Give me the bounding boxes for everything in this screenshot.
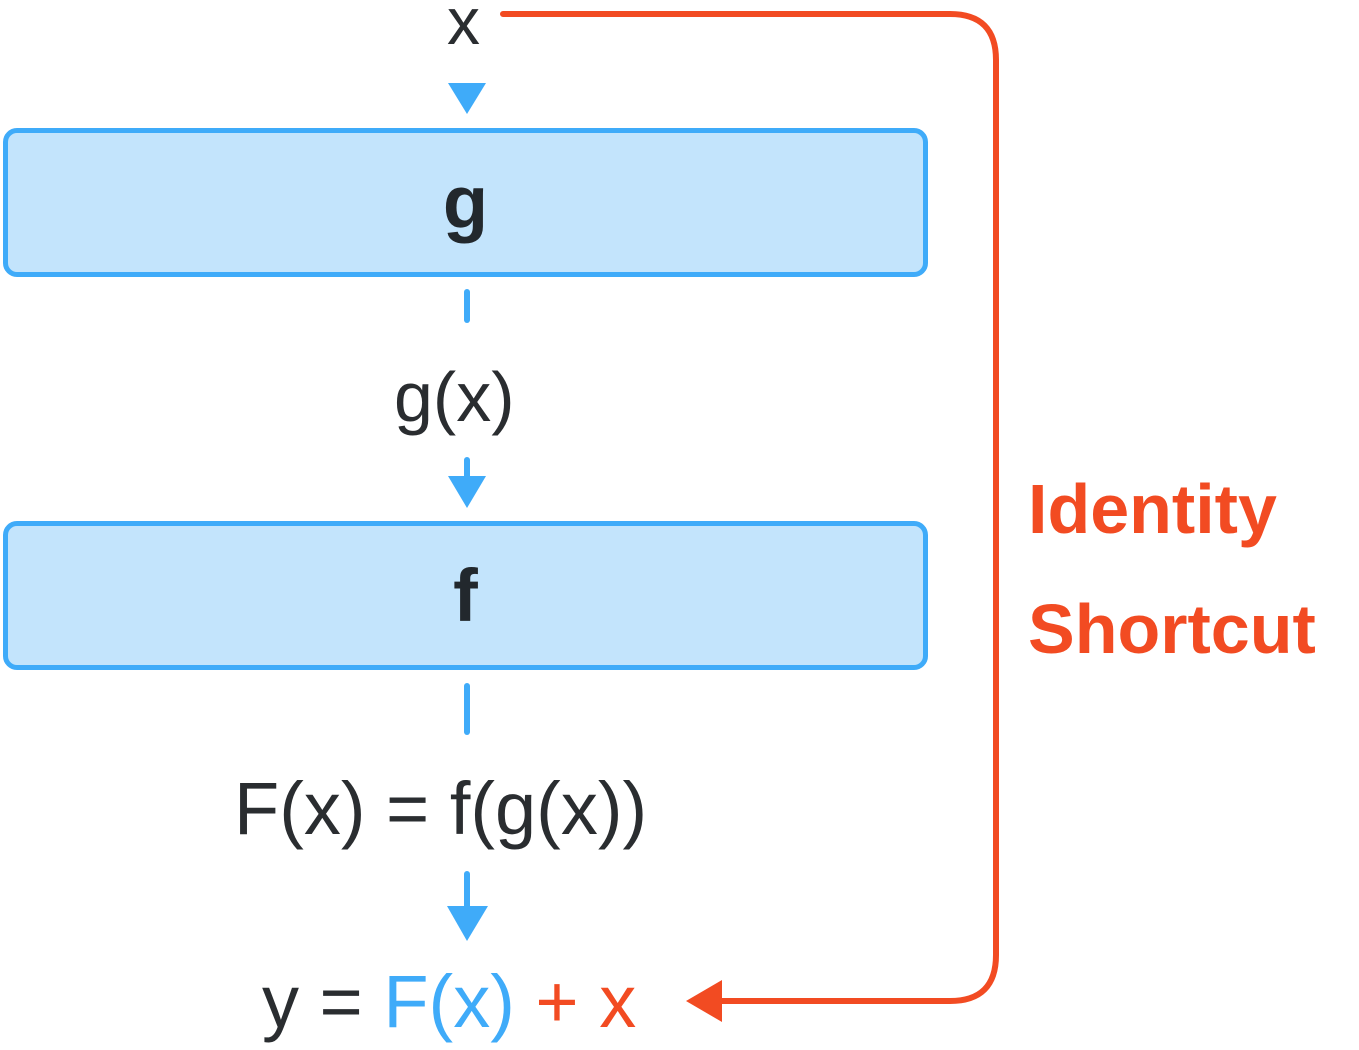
shortcut-label-line2: Shortcut bbox=[1028, 590, 1316, 668]
output-prefix: y = bbox=[262, 960, 384, 1043]
intermediate-gx-label: g(x) bbox=[394, 358, 515, 436]
shortcut-label-line1: Identity bbox=[1028, 470, 1277, 548]
layer-g-box: g bbox=[3, 128, 928, 277]
layer-f-box: f bbox=[3, 521, 928, 670]
output-residual-term: F(x) bbox=[383, 960, 515, 1043]
identity-shortcut-path bbox=[500, 11, 999, 1004]
layer-f-label: f bbox=[453, 553, 478, 637]
output-plus: + bbox=[514, 960, 600, 1043]
identity-shortcut-arrowhead bbox=[686, 980, 722, 1022]
arrow-gx-to-f-head bbox=[448, 476, 486, 508]
layer-g-label: g bbox=[442, 160, 489, 244]
arrow-fx-to-y-head bbox=[447, 906, 488, 941]
output-identity-term: x bbox=[599, 960, 637, 1043]
arrow-x-to-g bbox=[448, 83, 486, 114]
residual-function-equation: F(x) = f(g(x)) bbox=[234, 767, 648, 850]
output-equation: y = F(x) + x bbox=[262, 963, 636, 1041]
input-x-label: x bbox=[447, 0, 480, 58]
identity-shortcut-label: Identity Shortcut bbox=[1028, 449, 1316, 689]
